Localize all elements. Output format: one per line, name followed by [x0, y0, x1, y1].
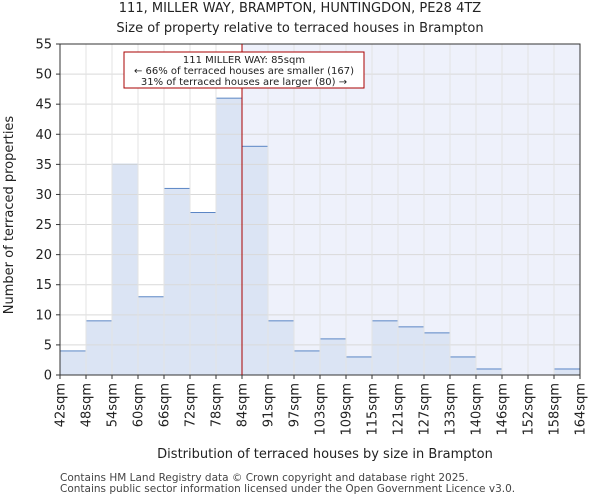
bar-140sqm	[475, 368, 503, 376]
bar-48sqm	[85, 320, 113, 376]
x-tick-label: 164sqm	[574, 383, 589, 436]
bars-group	[59, 97, 581, 376]
x-tick-label: 54sqm	[106, 383, 121, 427]
x-axis-label: Distribution of terraced houses by size …	[157, 447, 493, 462]
y-tick-label: 30	[35, 188, 52, 203]
bar-115sqm	[371, 320, 399, 376]
annotation-line-2: ← 66% of terraced houses are smaller (16…	[134, 66, 354, 77]
bar-97sqm	[293, 350, 321, 376]
y-tick-label: 55	[35, 38, 52, 53]
bar-84sqm	[241, 145, 269, 376]
bar-103sqm	[319, 338, 347, 376]
x-tick-label: 115sqm	[366, 383, 381, 436]
y-tick-label: 35	[35, 158, 52, 173]
bar-66sqm	[163, 187, 191, 376]
bar-127sqm	[423, 332, 451, 376]
bar-109sqm	[345, 356, 373, 376]
chart-subtitle: Size of property relative to terraced ho…	[116, 21, 483, 36]
x-tick-label: 146sqm	[496, 383, 511, 436]
chart: 111, MILLER WAY, BRAMPTON, HUNTINGDON, P…	[2, 1, 589, 462]
plot-frame	[59, 43, 581, 376]
footer-line-2: Contains public sector information licen…	[60, 483, 516, 495]
y-tick-label: 0	[44, 369, 52, 384]
y-tick-label: 25	[35, 218, 52, 233]
x-tick-label: 121sqm	[392, 383, 407, 436]
y-tick-label: 20	[35, 248, 52, 263]
bar-158sqm	[553, 368, 581, 376]
bar-60sqm	[137, 296, 165, 376]
x-tick-label: 103sqm	[314, 383, 329, 436]
bar-133sqm	[449, 356, 477, 376]
x-tick-label: 66sqm	[158, 383, 173, 427]
y-tick-label: 5	[44, 338, 52, 353]
x-tick-label: 84sqm	[236, 383, 251, 427]
highlight-region	[242, 44, 580, 375]
x-tick-label: 140sqm	[470, 383, 485, 436]
bar-72sqm	[189, 212, 217, 376]
x-tick-label: 152sqm	[522, 383, 537, 436]
x-tick-label: 42sqm	[54, 383, 69, 427]
x-tick-label: 127sqm	[418, 383, 433, 436]
x-tick-label: 97sqm	[288, 383, 303, 427]
x-tick-label: 91sqm	[262, 383, 277, 427]
chart-title: 111, MILLER WAY, BRAMPTON, HUNTINGDON, P…	[119, 1, 482, 16]
y-tick-label: 10	[35, 308, 52, 323]
annotation-line-1: 111 MILLER WAY: 85sqm	[183, 55, 305, 66]
y-axis-label: Number of terraced properties	[2, 116, 17, 315]
bar-42sqm	[59, 350, 87, 376]
y-tick-label: 50	[35, 68, 52, 83]
x-axis-ticks: 42sqm 48sqm 54sqm 60sqm 66sqm 72sqm 78sqm 84sqm…	[54, 44, 589, 436]
bar-78sqm	[215, 97, 243, 376]
y-tick-label: 45	[35, 98, 52, 113]
footer-line-1: Contains HM Land Registry data © Crown c…	[60, 472, 469, 484]
x-tick-label: 72sqm	[184, 383, 199, 427]
x-tick-label: 60sqm	[132, 383, 147, 427]
y-tick-label: 40	[35, 128, 52, 143]
bar-91sqm	[267, 320, 295, 376]
x-tick-label: 133sqm	[444, 383, 459, 436]
x-tick-label: 48sqm	[80, 383, 95, 427]
x-tick-label: 109sqm	[340, 383, 355, 436]
annotation-line-3: 31% of terraced houses are larger (80) →	[141, 77, 347, 88]
annotation-box	[123, 51, 365, 89]
bar-54sqm	[111, 163, 139, 376]
x-tick-label: 158sqm	[548, 383, 563, 436]
bar-121sqm	[397, 326, 425, 376]
y-tick-label: 15	[35, 278, 52, 293]
x-tick-label: 78sqm	[210, 383, 225, 427]
